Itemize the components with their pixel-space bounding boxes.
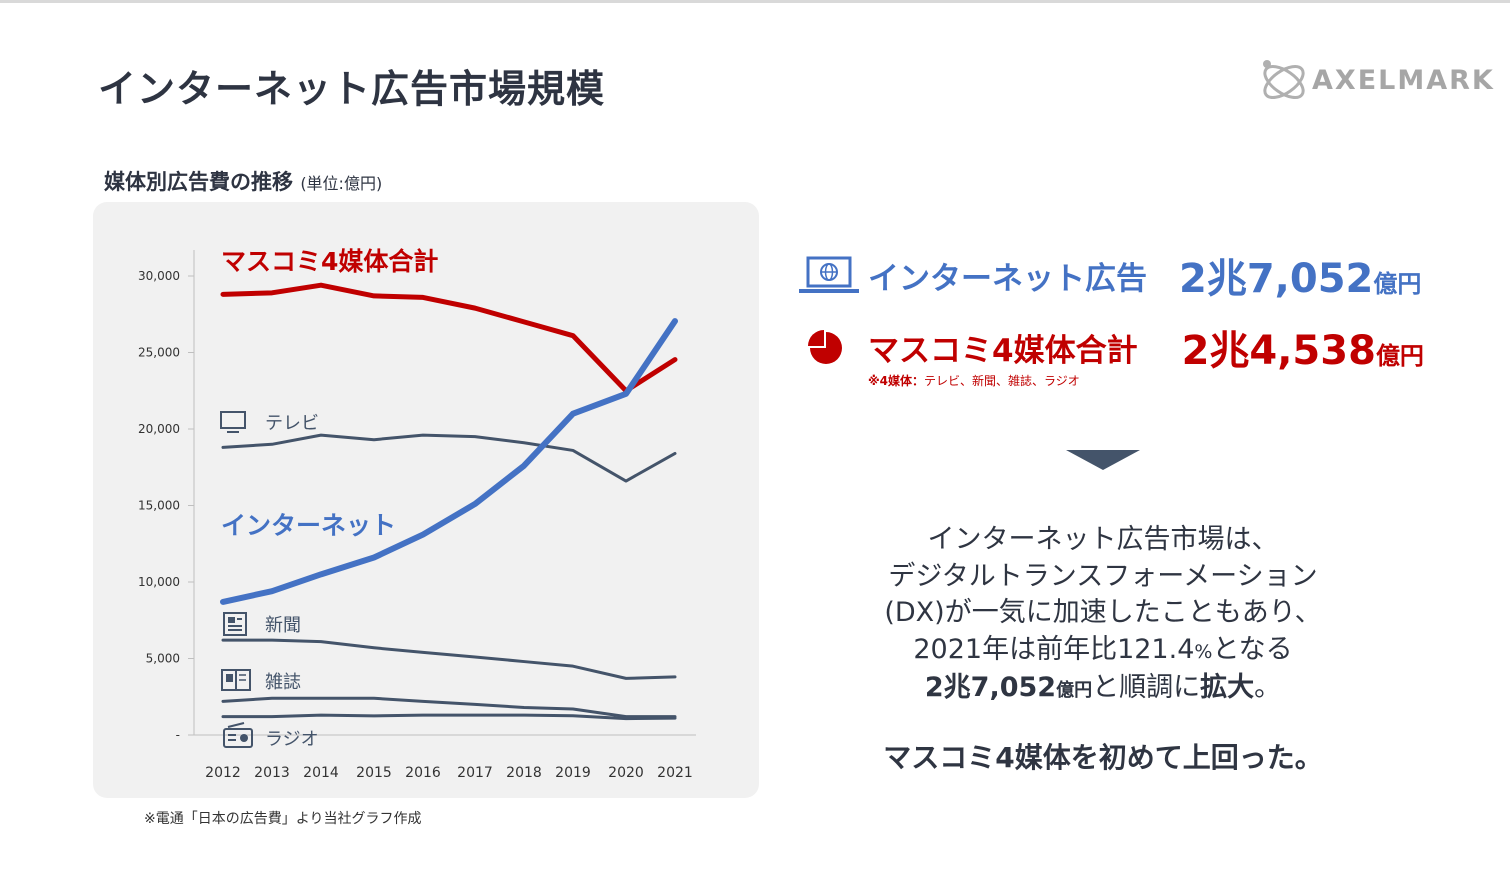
summary-line-2: デジタルトランスフォーメーション: [888, 560, 1318, 592]
magazine-icon: [221, 669, 251, 691]
stat-internet: インターネット広告 2兆7,052億円: [798, 246, 1421, 304]
chart-panel: - 5,000 10,000 15,000 20,000 25,000 30,000 2012…: [93, 202, 759, 798]
summary-line-5: 2兆7,052億円と順調に拡大。: [840, 670, 1366, 710]
stat-internet-label: インターネット広告: [868, 260, 1147, 297]
summary-line-4-pre: 2021年は前年比121.4: [913, 633, 1195, 665]
stat-internet-value-unit: 億円: [1373, 270, 1422, 298]
y-tick-label: -: [176, 728, 180, 742]
summary-line-5-end: 。: [1254, 672, 1282, 703]
y-tick-label: 15,000: [138, 499, 180, 513]
x-tick-label: 2016: [405, 765, 441, 781]
summary-line-4-post: となる: [1212, 633, 1293, 665]
x-tick-label: 2013: [254, 765, 290, 781]
radio-icon: [223, 722, 253, 748]
axelmark-logo-icon: [1263, 60, 1305, 100]
summary-line-5-mid: と順調に: [1092, 672, 1201, 703]
summary-text: インターネット広告市場は、 デジタルトランスフォーメーション (DX)が一気に加…: [840, 522, 1366, 710]
stat-mass-media-value-num: 2兆4,538: [1181, 328, 1376, 374]
x-tick-label: 2015: [356, 765, 392, 781]
summary-line-5-bold: 拡大: [1200, 672, 1255, 703]
summary-line-4: 2021年は前年比121.4%となる: [840, 632, 1366, 671]
y-tick-label: 20,000: [138, 422, 180, 436]
stat-mass-media: マスコミ4媒体合計 2兆4,538億円: [806, 318, 1424, 376]
stat-mass-media-value: 2兆4,538億円: [1182, 318, 1424, 376]
four-media-note: ※4媒体：テレビ、新聞、雑誌、ラジオ: [868, 372, 1080, 389]
newspaper-icon: [223, 612, 247, 636]
series-label-newspaper: 新聞: [265, 615, 301, 636]
summary-line-1: インターネット広告市場は、: [927, 524, 1279, 555]
subtitle-main: 媒体別広告費の推移: [104, 170, 293, 194]
x-tick-label: 2018: [506, 765, 542, 781]
x-tick-label: 2012: [205, 765, 241, 781]
x-tick-label: 2021: [657, 765, 693, 781]
subtitle-unit: (単位:億円): [300, 174, 383, 193]
company-logo[interactable]: AXELMARK: [1258, 52, 1495, 108]
stat-internet-value-num: 2兆7,052: [1179, 256, 1374, 302]
series-line-3: [221, 638, 677, 680]
x-tick-label: 2020: [608, 765, 644, 781]
series-line-4: [221, 696, 677, 719]
x-tick-label: 2014: [303, 765, 339, 781]
series-line-0: [220, 282, 678, 394]
down-arrow-icon: [1066, 450, 1140, 470]
stat-mass-media-value-unit: 億円: [1375, 342, 1424, 370]
laptop-globe-icon: [799, 256, 859, 293]
source-note: ※電通「日本の広告費」より当社グラフ作成: [144, 811, 422, 827]
four-media-note-text: テレビ、新聞、雑誌、ラジオ: [924, 374, 1080, 388]
four-media-note-bold: ※4媒体：: [868, 374, 925, 388]
series-label-mass-media: マスコミ4媒体合計: [221, 247, 438, 276]
x-tick-label: 2017: [457, 765, 493, 781]
series-label-magazine: 雑誌: [265, 672, 301, 693]
line-chart: - 5,000 10,000 15,000 20,000 25,000 30,000 2012…: [138, 247, 696, 781]
y-tick-label: 30,000: [138, 269, 180, 283]
stat-internet-value: 2兆7,052億円: [1179, 246, 1421, 304]
pie-chart-icon: [808, 330, 842, 364]
series-line-2: [220, 318, 678, 605]
tv-icon: [220, 411, 246, 433]
summary-line-3: (DX)が一気に加速したこともあり、: [884, 597, 1322, 628]
y-tick-label: 5,000: [146, 652, 180, 666]
series-label-radio: ラジオ: [265, 729, 319, 750]
summary-conclusion: マスコミ4媒体を初めて上回った。: [883, 741, 1323, 774]
y-tick-label: 25,000: [138, 346, 180, 360]
series-line-1: [221, 433, 677, 483]
logo-text: AXELMARK: [1312, 64, 1495, 96]
summary-line-5-value: 2兆7,052: [924, 672, 1057, 703]
chart-subtitle: 媒体別広告費の推移 (単位:億円): [104, 166, 382, 196]
x-tick-label: 2019: [555, 765, 591, 781]
top-divider: [0, 0, 1510, 3]
summary-line-4-pct: %: [1194, 640, 1213, 663]
series-line-5: [221, 713, 677, 721]
summary-line-5-unit: 億円: [1056, 680, 1093, 701]
stat-mass-media-label: マスコミ4媒体合計: [868, 332, 1138, 369]
page-title: インターネット広告市場規模: [98, 67, 606, 111]
series-label-internet: インターネット: [221, 511, 396, 540]
y-tick-label: 10,000: [138, 575, 180, 589]
series-label-tv: テレビ: [265, 413, 319, 434]
